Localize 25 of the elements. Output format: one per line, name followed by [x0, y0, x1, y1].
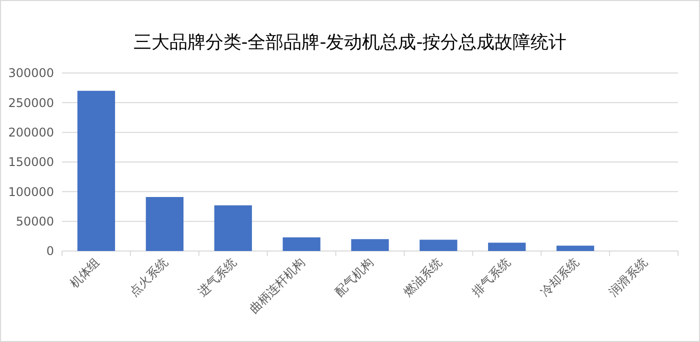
bar: [214, 205, 252, 251]
y-tick-label: 150000: [8, 155, 54, 170]
x-tick-label: 排气系统: [469, 255, 514, 300]
y-tick-label: 100000: [8, 184, 54, 199]
bar: [77, 90, 116, 251]
y-tick-label: 50000: [16, 214, 54, 229]
x-tick-label: 机体组: [66, 255, 102, 291]
x-tick-label: 冷却系统: [538, 255, 582, 300]
y-tick-label: 300000: [8, 66, 54, 80]
bar: [488, 242, 526, 251]
bar: [556, 246, 594, 251]
x-tick-label: 燃油系统: [400, 255, 445, 300]
bar: [420, 240, 458, 251]
x-tick-label: 曲柄连杆机构: [246, 255, 308, 316]
bar: [146, 197, 184, 251]
x-tick-label: 配气机构: [332, 255, 376, 300]
x-tick-label: 点火系统: [126, 255, 171, 300]
y-tick-label: 250000: [8, 96, 54, 110]
y-tick-label: 0: [46, 244, 54, 258]
x-tick-label: 润滑系统: [606, 255, 650, 300]
x-tick-label: 进气系统: [195, 255, 240, 300]
chart-title: 三大品牌分类-全部品牌-发动机总成-按分总成故障统计: [133, 32, 567, 53]
y-tick-label: 200000: [8, 126, 54, 140]
bar: [351, 239, 389, 251]
bar: [282, 237, 320, 251]
